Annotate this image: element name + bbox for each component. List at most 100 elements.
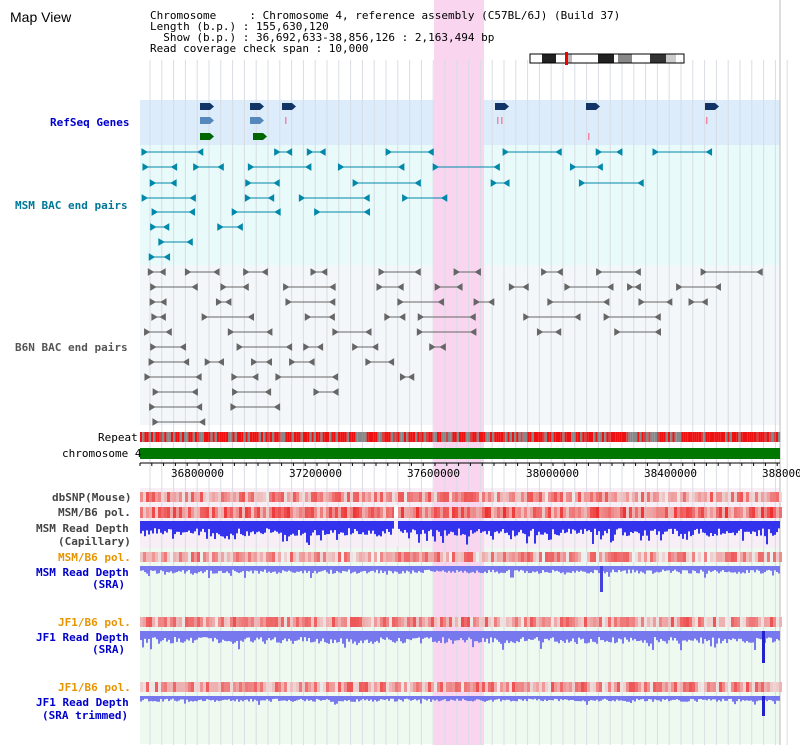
repeat-segment [311, 432, 314, 442]
track-label-msm-b6-pol-2: MSM/B6 pol. [58, 551, 131, 564]
heat-cell [668, 552, 671, 562]
heat-cell [728, 682, 731, 692]
depth-bar [410, 696, 412, 701]
heat-cell [179, 507, 182, 518]
repeat-segment [461, 432, 464, 442]
heat-cell [575, 492, 578, 502]
heat-cell [761, 617, 764, 627]
heat-cell [248, 617, 251, 627]
heat-cell [716, 492, 719, 502]
depth-bar [486, 566, 488, 574]
heat-cell [158, 507, 161, 518]
depth-bar [382, 631, 384, 640]
depth-bar [472, 696, 474, 702]
heat-cell [299, 507, 302, 518]
bac-end [189, 194, 196, 202]
repeat-segment [573, 432, 576, 442]
heat-cell [266, 617, 269, 627]
depth-bar [714, 566, 716, 570]
track-label-refseq[interactable]: RefSeq Genes [50, 116, 130, 129]
bac-end [352, 343, 359, 351]
heat-cell [419, 552, 422, 562]
depth-bar [486, 521, 488, 535]
heat-cell [626, 682, 629, 692]
bac-end [332, 328, 339, 336]
depth-bar [206, 696, 208, 700]
repeat-segment [351, 432, 354, 442]
heat-cell [677, 507, 680, 518]
repeat-segment [432, 432, 435, 442]
track-label-b6n-bac[interactable]: B6N BAC end pairs [15, 341, 128, 354]
depth-bar [778, 566, 780, 574]
heat-cell [224, 507, 227, 518]
depth-bar [554, 566, 556, 572]
depth-bar [708, 521, 710, 537]
heat-cell [158, 682, 161, 692]
heat-cell [662, 617, 665, 627]
depth-bar [146, 631, 148, 643]
heat-cell [749, 552, 752, 562]
heat-cell [236, 492, 239, 502]
depth-bar [328, 631, 330, 644]
heat-cell [152, 682, 155, 692]
depth-bar [278, 521, 280, 534]
depth-bar [416, 521, 418, 535]
depth-bar [334, 566, 336, 574]
heat-cell [677, 682, 680, 692]
heat-cell [368, 552, 371, 562]
depth-bar [636, 566, 638, 571]
heat-cell [602, 552, 605, 562]
depth-bar [522, 566, 524, 571]
depth-bar [620, 566, 622, 572]
repeat-segment [333, 432, 336, 442]
depth-bar [696, 521, 698, 529]
depth-bar [774, 566, 776, 571]
depth-bar [196, 566, 198, 574]
depth-bar [422, 521, 424, 530]
depth-bar [746, 696, 748, 701]
bac-end [188, 208, 196, 216]
depth-bar [436, 696, 438, 700]
depth-bar [248, 696, 250, 702]
track-label-msm-bac[interactable]: MSM BAC end pairs [15, 199, 128, 212]
repeat-segment [140, 432, 143, 442]
depth-bar [236, 696, 238, 700]
heat-cell [434, 617, 437, 627]
depth-bar [714, 521, 716, 534]
heat-cell [434, 682, 437, 692]
depth-bar [662, 696, 664, 700]
depth-bar [356, 631, 358, 646]
heat-cell [284, 682, 287, 692]
heat-cell [413, 682, 416, 692]
depth-bar [262, 696, 264, 701]
heat-cell [644, 682, 647, 692]
depth-bar [598, 631, 600, 638]
depth-bar [252, 566, 254, 574]
depth-bar [420, 521, 422, 535]
heat-cell [746, 492, 749, 502]
heat-cell [269, 507, 272, 518]
depth-bar [666, 696, 668, 699]
depth-bar [328, 521, 330, 535]
depth-bar [760, 631, 762, 640]
depth-bar [438, 631, 440, 641]
heat-cell [647, 507, 650, 518]
depth-bar [696, 696, 698, 702]
depth-bar [226, 696, 228, 700]
heat-cell [254, 682, 257, 692]
heat-cell [620, 682, 623, 692]
heat-cell [176, 492, 179, 502]
heat-cell [173, 552, 176, 562]
bac-end [285, 298, 292, 306]
ideogram-band [666, 54, 676, 63]
heat-cell [554, 507, 557, 518]
heat-cell [758, 507, 761, 518]
heat-cell [527, 492, 530, 502]
heat-cell [422, 617, 425, 627]
bac-end [328, 313, 335, 321]
heat-cell [524, 552, 527, 562]
repeat-segment [155, 432, 158, 442]
depth-bar [512, 696, 514, 701]
heat-cell [572, 682, 575, 692]
